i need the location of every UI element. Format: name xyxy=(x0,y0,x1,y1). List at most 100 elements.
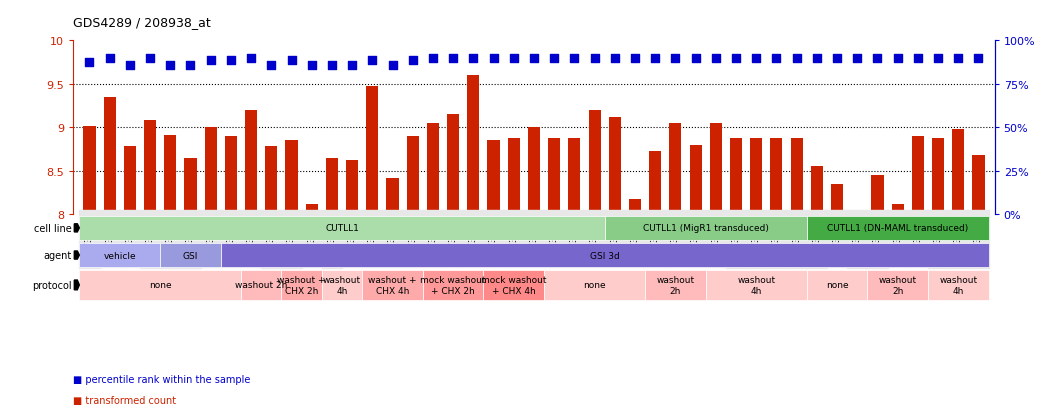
Point xyxy=(950,55,966,62)
Point xyxy=(647,55,664,62)
Text: mock washout
+ CHX 2h: mock washout + CHX 2h xyxy=(421,275,486,295)
Point xyxy=(263,62,280,69)
Bar xyxy=(225,137,237,215)
Point xyxy=(343,62,360,69)
Bar xyxy=(569,138,580,215)
Bar xyxy=(204,128,217,215)
Point xyxy=(708,55,725,62)
Point xyxy=(384,62,401,69)
Bar xyxy=(973,156,984,215)
Bar xyxy=(164,136,176,215)
Text: washout
2h: washout 2h xyxy=(878,275,917,295)
Point xyxy=(121,62,138,69)
FancyBboxPatch shape xyxy=(282,271,321,300)
Bar xyxy=(831,184,843,215)
Point xyxy=(828,55,845,62)
Bar xyxy=(326,158,338,215)
Point xyxy=(182,62,199,69)
Bar xyxy=(84,126,95,215)
Text: none: none xyxy=(583,281,606,290)
Bar xyxy=(144,120,156,215)
Point xyxy=(788,55,805,62)
Bar xyxy=(306,204,318,215)
Text: cell line: cell line xyxy=(34,223,71,233)
Bar xyxy=(184,158,197,215)
Point xyxy=(324,62,340,69)
Point xyxy=(465,55,482,62)
Point xyxy=(141,55,158,62)
Point xyxy=(930,55,946,62)
Bar xyxy=(892,204,904,215)
FancyBboxPatch shape xyxy=(241,271,282,300)
Text: washout +
CHX 2h: washout + CHX 2h xyxy=(277,275,326,295)
Bar xyxy=(347,160,358,215)
Bar xyxy=(649,152,662,215)
Text: CUTLL1 (MigR1 transduced): CUTLL1 (MigR1 transduced) xyxy=(643,224,768,233)
Text: none: none xyxy=(149,281,172,290)
Point xyxy=(808,55,825,62)
FancyBboxPatch shape xyxy=(362,271,423,300)
FancyBboxPatch shape xyxy=(928,271,988,300)
FancyBboxPatch shape xyxy=(706,271,807,300)
FancyBboxPatch shape xyxy=(807,216,988,240)
Text: CUTLL1: CUTLL1 xyxy=(325,224,359,233)
Bar xyxy=(750,138,762,215)
FancyBboxPatch shape xyxy=(807,271,867,300)
Point xyxy=(910,55,927,62)
Point xyxy=(566,55,583,62)
Point xyxy=(626,55,643,62)
FancyBboxPatch shape xyxy=(221,243,988,268)
Bar xyxy=(447,115,460,215)
Point xyxy=(748,55,764,62)
Bar xyxy=(851,210,864,215)
Point xyxy=(223,58,240,64)
Point xyxy=(283,58,299,64)
Bar xyxy=(104,98,116,215)
Point xyxy=(606,55,623,62)
Text: washout
2h: washout 2h xyxy=(656,275,694,295)
Point xyxy=(162,62,179,69)
Point xyxy=(506,55,522,62)
FancyArrow shape xyxy=(74,224,80,233)
Bar xyxy=(588,111,601,215)
FancyBboxPatch shape xyxy=(160,243,221,268)
Text: ■ percentile rank within the sample: ■ percentile rank within the sample xyxy=(73,374,250,384)
FancyArrow shape xyxy=(74,252,80,259)
Text: agent: agent xyxy=(43,250,71,261)
FancyBboxPatch shape xyxy=(544,271,645,300)
Bar xyxy=(549,138,560,215)
Bar xyxy=(406,137,419,215)
Point xyxy=(243,55,260,62)
Bar xyxy=(265,147,277,215)
Point xyxy=(445,55,462,62)
FancyBboxPatch shape xyxy=(867,271,928,300)
Bar xyxy=(952,130,964,215)
Point xyxy=(545,55,562,62)
Text: GSI 3d: GSI 3d xyxy=(589,251,620,260)
Bar xyxy=(669,123,682,215)
Text: washout 2h: washout 2h xyxy=(235,281,287,290)
Text: ■ transformed count: ■ transformed count xyxy=(73,395,176,405)
Bar xyxy=(629,199,641,215)
Text: protocol: protocol xyxy=(31,280,71,290)
Text: mock washout
+ CHX 4h: mock washout + CHX 4h xyxy=(481,275,547,295)
FancyBboxPatch shape xyxy=(484,271,544,300)
FancyBboxPatch shape xyxy=(80,271,241,300)
Point xyxy=(364,58,381,64)
FancyBboxPatch shape xyxy=(80,243,160,268)
Text: CUTLL1 (DN-MAML transduced): CUTLL1 (DN-MAML transduced) xyxy=(827,224,968,233)
Bar xyxy=(771,138,782,215)
Bar xyxy=(286,141,297,215)
Point xyxy=(687,55,704,62)
FancyBboxPatch shape xyxy=(605,216,807,240)
Bar xyxy=(528,128,540,215)
Point xyxy=(404,58,421,64)
Bar xyxy=(508,138,519,215)
Point xyxy=(971,55,987,62)
Bar xyxy=(810,167,823,215)
Bar xyxy=(124,147,136,215)
FancyArrow shape xyxy=(74,280,80,290)
Bar xyxy=(871,176,884,215)
Bar xyxy=(912,137,923,215)
Text: none: none xyxy=(826,281,848,290)
